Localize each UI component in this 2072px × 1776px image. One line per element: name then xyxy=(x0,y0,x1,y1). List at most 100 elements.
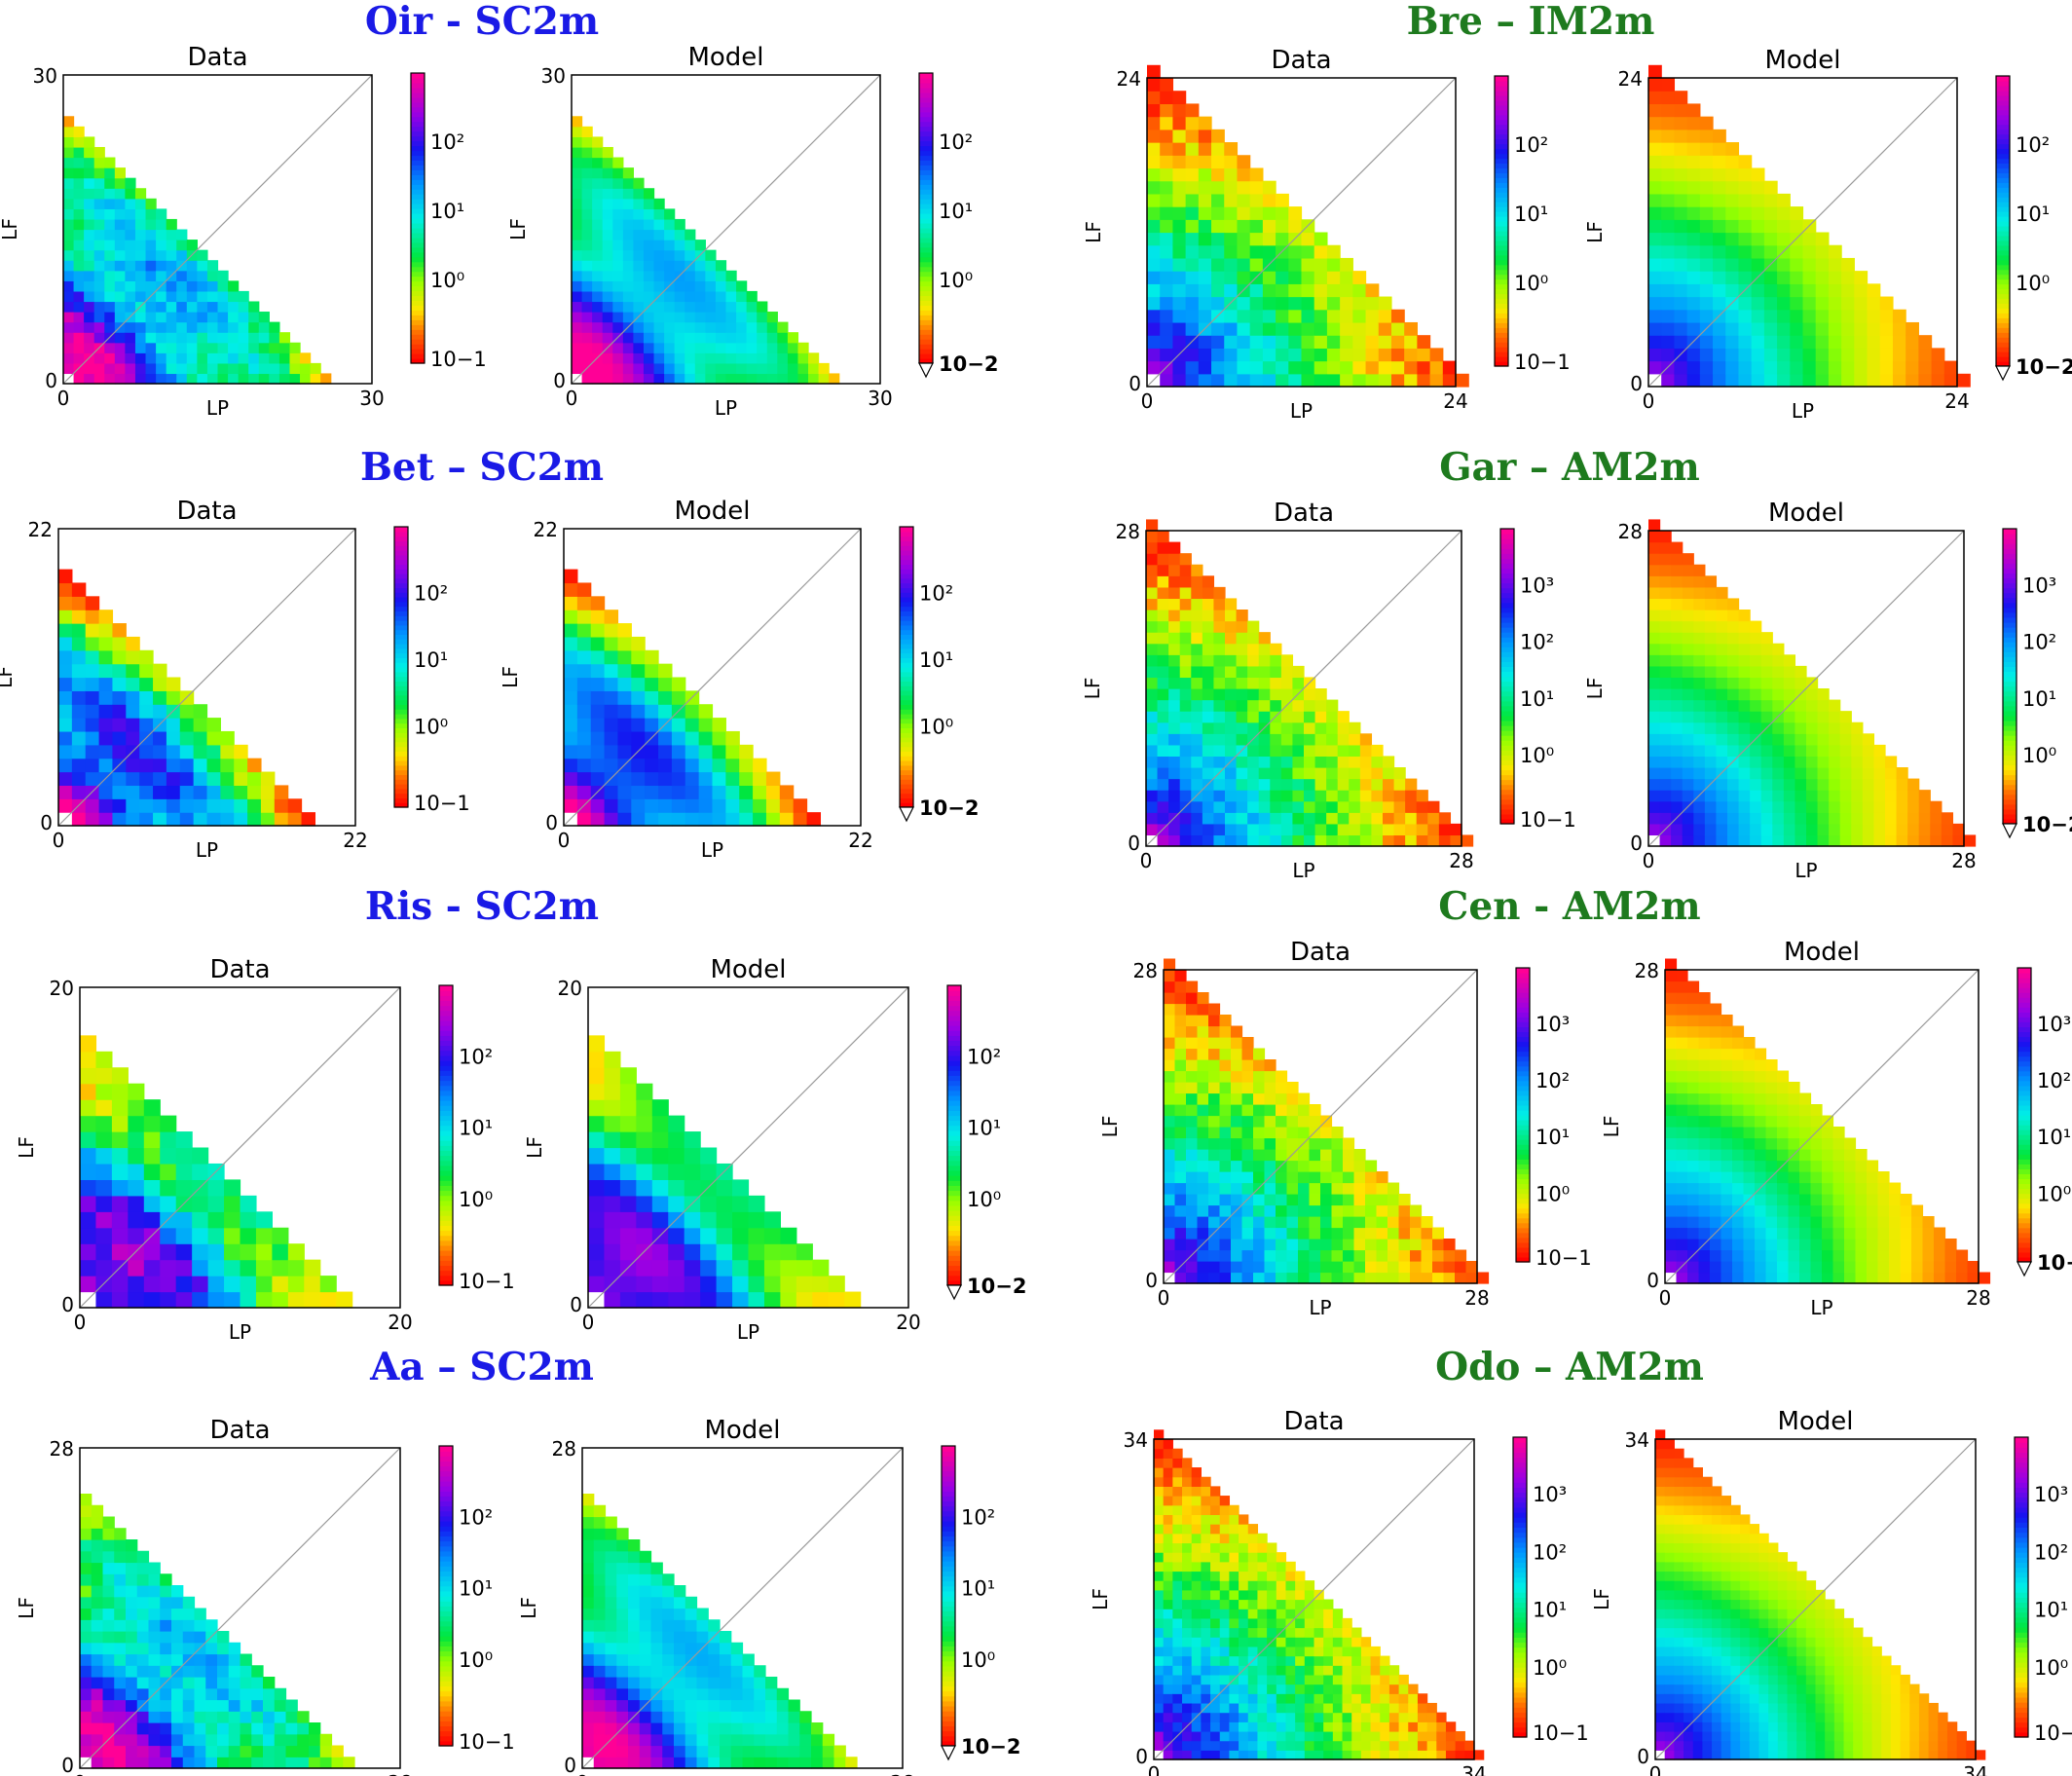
heatmap-cell xyxy=(1241,1261,1254,1274)
colorbar-segment xyxy=(1500,671,1514,678)
heatmap-cell xyxy=(612,188,624,200)
colorbar-segment xyxy=(947,1270,961,1276)
heatmap-cell xyxy=(1298,1182,1311,1195)
heatmap-cell xyxy=(1172,309,1187,323)
heatmap-cell xyxy=(777,332,789,344)
heatmap-cell xyxy=(808,352,820,364)
heatmap-cell xyxy=(102,1573,115,1586)
heatmap-cell xyxy=(1777,271,1791,284)
x-tick-label: 20 xyxy=(388,1311,412,1334)
heatmap-cell xyxy=(134,249,147,261)
heatmap-cell xyxy=(1648,688,1661,701)
heatmap-cell xyxy=(1751,283,1765,298)
colorbar-segment xyxy=(947,1030,961,1036)
heatmap-cell xyxy=(1231,1239,1243,1251)
colorbar-tick-label: 10³ xyxy=(1536,1013,1570,1036)
heatmap-cell xyxy=(1160,129,1174,143)
colorbar-segment xyxy=(439,1090,453,1096)
heatmap-cell xyxy=(139,744,154,759)
heatmap-cell xyxy=(240,1227,257,1244)
heatmap-cell xyxy=(1665,1249,1678,1262)
heatmap-cell xyxy=(287,812,303,827)
heatmap-cell xyxy=(176,249,188,261)
heatmap-cell xyxy=(1716,790,1728,802)
colorbar-segment xyxy=(1996,225,2010,232)
heatmap-cell xyxy=(1241,1070,1254,1083)
heatmap-cell xyxy=(1693,699,1706,712)
heatmap-cell xyxy=(1828,360,1842,375)
heatmap-cell xyxy=(153,785,167,799)
heatmap-cell xyxy=(1340,309,1353,323)
heatmap-cell xyxy=(285,1757,298,1769)
heatmap-cell xyxy=(134,321,147,333)
heatmap-cell xyxy=(1839,778,1852,791)
heatmap-cell xyxy=(753,798,767,813)
heatmap-cell xyxy=(1304,778,1316,791)
heatmap-cell xyxy=(1301,257,1315,272)
heatmap-cell xyxy=(126,1550,138,1564)
heatmap-cell xyxy=(1738,373,1753,388)
colorbar-segment xyxy=(2003,529,2016,535)
heatmap-cell xyxy=(653,280,665,292)
heatmap-cell xyxy=(617,798,632,813)
heatmap-cell xyxy=(1727,823,1740,836)
heatmap-cell xyxy=(748,1227,765,1244)
heatmap-cell xyxy=(186,373,198,385)
heatmap-cell xyxy=(145,321,157,333)
heatmap-cell xyxy=(1682,744,1694,758)
plot-frame xyxy=(587,986,909,1309)
heatmap-cell xyxy=(633,218,645,231)
heatmap-cell xyxy=(753,785,767,799)
heatmap-cell xyxy=(1185,180,1200,195)
heatmap-cell xyxy=(102,1687,115,1701)
heatmap-cell xyxy=(175,1131,193,1149)
heatmap-cell xyxy=(272,1227,289,1244)
heatmap-cell xyxy=(1157,610,1169,622)
heatmap-cell xyxy=(1398,1272,1411,1284)
heatmap-cell xyxy=(1237,155,1251,169)
heatmap-cell xyxy=(1720,1115,1733,1128)
heatmap-cell xyxy=(590,636,606,651)
heatmap-cell xyxy=(658,771,673,787)
heatmap-cell xyxy=(207,1211,225,1229)
colorbar-segment xyxy=(1500,755,1514,760)
heatmap-cell xyxy=(95,1243,113,1261)
heatmap-cell xyxy=(1258,733,1271,746)
heatmap-cell xyxy=(757,362,768,375)
heatmap-cell xyxy=(1750,665,1762,679)
heatmap-cell xyxy=(1704,665,1718,679)
heatmap-cell xyxy=(1713,180,1726,195)
heatmap-cell xyxy=(1892,348,1906,362)
heatmap-cell xyxy=(1185,206,1200,220)
heatmap-cell xyxy=(684,771,700,787)
y-tick-label: 0 xyxy=(1128,372,1141,395)
heatmap-cell xyxy=(139,798,154,813)
heatmap-cell xyxy=(668,1291,685,1309)
heatmap-cell xyxy=(160,1699,172,1712)
heatmap-cell xyxy=(1179,643,1192,655)
heatmap-cell xyxy=(1276,1272,1288,1284)
heatmap-cell xyxy=(1191,722,1203,734)
heatmap-cell xyxy=(1168,541,1181,554)
heatmap-cell xyxy=(84,177,95,189)
heatmap-cell xyxy=(643,352,655,364)
heatmap-cell xyxy=(1918,823,1931,836)
heatmap-cell xyxy=(1157,586,1169,600)
heatmap-cell xyxy=(1146,800,1159,813)
heatmap-cell xyxy=(289,362,301,375)
heatmap-cell xyxy=(581,126,593,137)
colorbar-segment xyxy=(1500,651,1514,657)
diagonal-line xyxy=(1647,77,1958,388)
heatmap-cell xyxy=(91,1665,104,1678)
heatmap-cell xyxy=(1698,1037,1711,1050)
heatmap-cell xyxy=(148,1653,161,1666)
heatmap-cell xyxy=(1699,348,1714,362)
heatmap-cell xyxy=(1320,1261,1333,1274)
heatmap-cell xyxy=(1911,1249,1924,1262)
heatmap-cell xyxy=(1241,1059,1254,1072)
heatmap-cell xyxy=(1802,271,1817,284)
heatmap-cell xyxy=(1806,812,1819,825)
colorbar-segment xyxy=(394,574,408,579)
heatmap-cell xyxy=(1841,373,1855,388)
heatmap-cell xyxy=(1727,643,1740,655)
